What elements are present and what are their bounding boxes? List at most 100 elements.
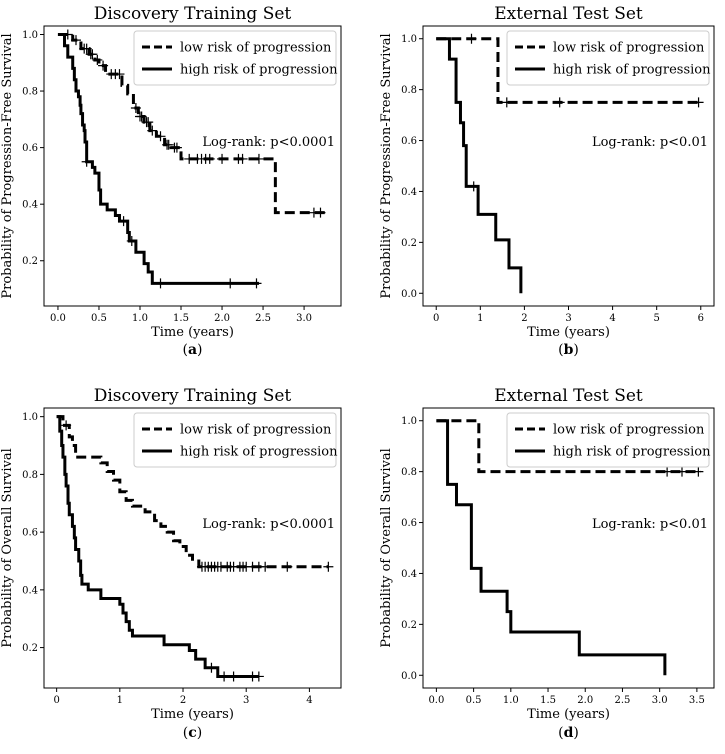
censor-mark: [81, 156, 92, 167]
panel-c: Discovery Training Set 0 1 2 3 4 0.2 0.4 0.6 0.8 1…: [0, 386, 342, 741]
y-tick-label: 0.8: [22, 87, 38, 98]
panel-label: (a): [182, 342, 202, 358]
x-tick-label: 0: [53, 695, 59, 706]
x-tick-label: 4: [609, 313, 615, 324]
legend-label-high-risk: high risk of progression: [553, 445, 711, 460]
censor-mark: [114, 69, 125, 80]
legend-box: [506, 30, 710, 86]
logrank-annotation: Log-rank: p<0.0001: [202, 135, 335, 150]
x-tick-label: 2: [180, 695, 186, 706]
legend-label-low-risk: low risk of progression: [553, 41, 705, 56]
x-axis-label: Time (years): [151, 707, 234, 722]
censor-mark: [253, 671, 264, 682]
panel-letter: a: [188, 342, 197, 358]
censor-mark: [251, 278, 262, 289]
censor-mark: [225, 278, 236, 289]
legend-label-low-risk: low risk of progression: [553, 423, 705, 438]
survival-curve: [56, 415, 259, 678]
logrank-annotation: Log-rank: p<0.0001: [202, 517, 335, 532]
legend: low risk of progression high risk of prog…: [133, 30, 338, 86]
censor-mark: [323, 561, 334, 572]
panel-letter: b: [564, 342, 574, 358]
x-tick-label: 2.5: [615, 695, 631, 706]
chart-title: External Test Set: [494, 4, 643, 24]
censor-mark: [87, 49, 98, 60]
censor-mark: [136, 111, 147, 122]
y-tick-label: 1.0: [401, 34, 417, 45]
x-tick-label: 2.0: [577, 695, 593, 706]
y-tick-label: 0.8: [401, 85, 417, 96]
survival-curve: [436, 419, 667, 676]
y-tick-label: 1.0: [401, 416, 417, 427]
x-tick-label: 1.0: [503, 695, 519, 706]
censor-mark: [143, 117, 154, 128]
x-tick-label: 3.5: [689, 695, 705, 706]
panel-label: (d): [558, 725, 579, 741]
x-tick-label: 2.5: [255, 313, 271, 324]
survival-curve: [56, 415, 329, 569]
y-axis-label: Probability of Progression-Free Survival: [379, 33, 394, 298]
legend: low risk of progression high risk of prog…: [506, 412, 711, 468]
x-tick-label: 4: [306, 695, 312, 706]
panel-a: Discovery Training Set 0.0 0.5 1.0 1.5 2.0 2.5…: [0, 4, 342, 358]
series-high-risk: [436, 419, 667, 676]
legend-label-high-risk: high risk of progression: [553, 63, 711, 78]
y-axis-label: Probability of Progression-Free Survival: [0, 33, 15, 298]
x-tick-label: 1.5: [540, 695, 556, 706]
logrank-annotation: Log-rank: p<0.01: [592, 517, 708, 532]
censor-mark: [260, 561, 271, 572]
censor-mark: [130, 103, 141, 114]
survival-curve: [436, 37, 523, 294]
panel-label: (b): [558, 342, 579, 358]
chart-title: Discovery Training Set: [94, 386, 292, 406]
y-tick-label: 0.8: [401, 467, 417, 478]
y-axis-label: Probability of Overall Survival: [379, 448, 394, 647]
x-tick-label: 0.5: [91, 313, 107, 324]
censor-mark: [61, 420, 72, 431]
y-tick-label: 0.2: [401, 620, 417, 631]
plot-frame: [422, 407, 715, 689]
series-high-risk: [57, 32, 262, 289]
x-tick-label: 1: [477, 313, 483, 324]
x-tick-label: 0.0: [428, 695, 444, 706]
x-tick-label: 2: [521, 313, 527, 324]
censor-mark: [92, 54, 103, 65]
chart-title: External Test Set: [494, 386, 643, 406]
y-tick-label: 1.0: [22, 30, 38, 41]
censor-mark: [155, 131, 166, 142]
series-high-risk: [436, 37, 523, 294]
censor-mark: [282, 561, 293, 572]
y-tick-label: 1.0: [22, 412, 38, 423]
y-tick-label: 0.6: [22, 528, 38, 539]
censor-mark: [217, 153, 228, 164]
y-tick-label: 0.6: [401, 518, 417, 529]
x-tick-label: 1.5: [173, 313, 189, 324]
y-tick-label: 0.2: [22, 643, 38, 654]
x-tick-label: 1: [117, 695, 123, 706]
censor-mark: [676, 466, 687, 477]
plot-frame: [43, 407, 342, 689]
y-tick-label: 0.4: [401, 187, 417, 198]
censor-mark: [219, 671, 230, 682]
censor-mark: [126, 235, 137, 246]
legend-label-high-risk: high risk of progression: [180, 63, 338, 78]
y-tick-label: 0.4: [22, 200, 38, 211]
x-tick-label: 0.0: [50, 313, 66, 324]
series-low-risk: [56, 415, 334, 572]
censor-mark: [315, 207, 326, 218]
censor-mark: [118, 216, 129, 227]
x-axis-label: Time (years): [151, 325, 234, 340]
censor-mark: [468, 181, 479, 192]
survival-curve: [57, 32, 329, 215]
legend-box: [133, 412, 337, 468]
x-tick-label: 3.0: [296, 313, 312, 324]
censor-mark: [501, 97, 512, 108]
censor-mark: [206, 662, 217, 673]
censor-mark: [228, 671, 239, 682]
x-tick-label: 1.0: [132, 313, 148, 324]
censor-mark: [253, 153, 264, 164]
y-tick-label: 0.4: [22, 585, 38, 596]
legend-box: [506, 412, 710, 468]
legend: low risk of progression high risk of prog…: [506, 30, 711, 86]
